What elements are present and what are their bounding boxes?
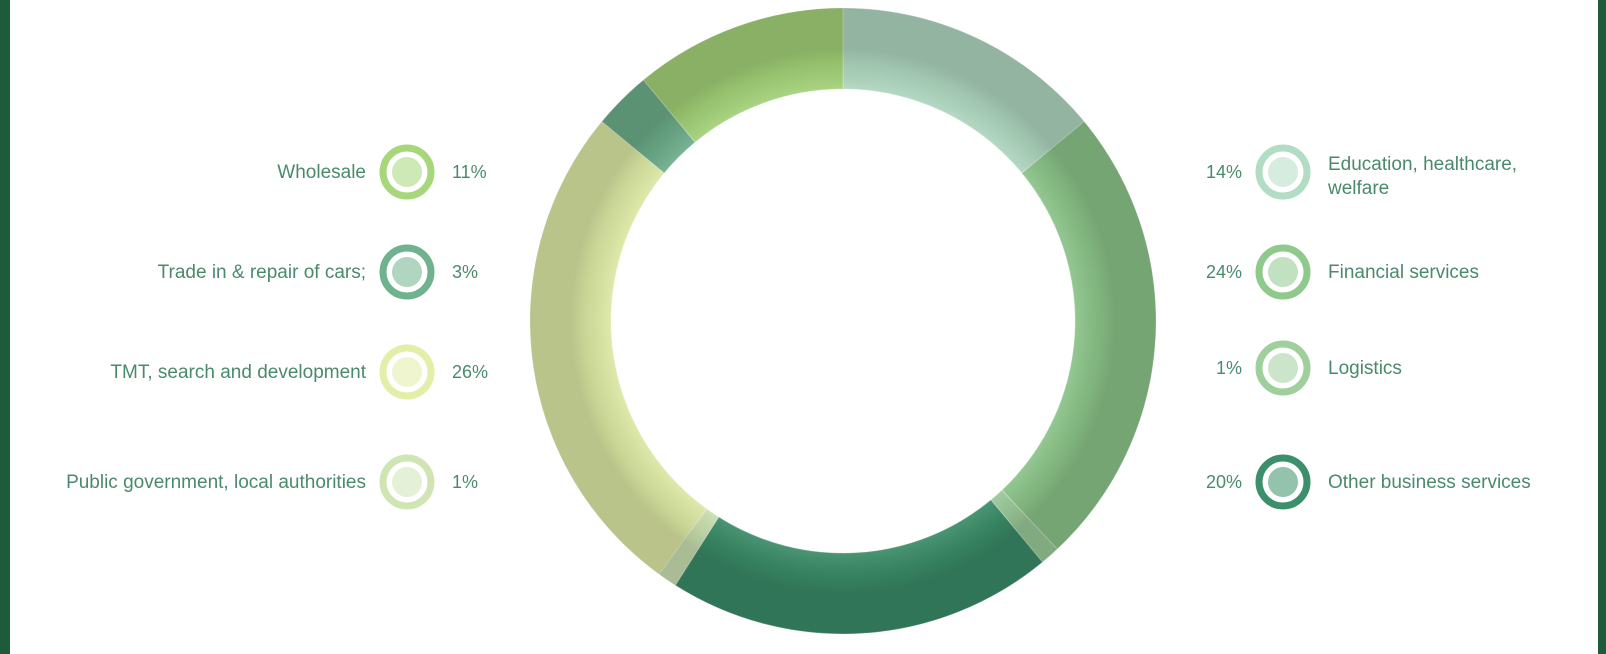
left-frame-bar [0,0,10,654]
donut-slices [529,7,1157,635]
legend-pct-public-government-local-authorities: 1% [452,472,478,492]
legend-label-logistics: Logistics [1328,358,1402,379]
legend-label-trade-in-repair-of-cars: Trade in & repair of cars; [158,262,366,283]
legend-label-education-healthcare-welfare: Education, healthcare, [1328,154,1517,175]
right-frame-bar [1598,0,1606,654]
legend-label-other-business-services: Other business services [1328,472,1531,493]
ring-bevel [530,8,1156,634]
legend-marker-fill-financial-services [1268,257,1298,287]
legend-pct-other-business-services: 20% [1206,472,1242,492]
legend-marker-fill-logistics [1268,353,1298,383]
legend-marker-fill-tmt-search-and-development [392,357,422,387]
legend-marker-fill-trade-in-repair-of-cars [392,257,422,287]
legend-label-tmt-search-and-development: TMT, search and development [110,362,366,383]
legend-label-financial-services: Financial services [1328,262,1479,283]
legend-pct-tmt-search-and-development: 26% [452,362,488,382]
legend-label-public-government-local-authorities: Public government, local authorities [66,472,366,493]
legend-pct-logistics: 1% [1216,358,1242,378]
legend-label-wholesale: Wholesale [277,162,366,183]
legend-marker-fill-education-healthcare-welfare [1268,157,1298,187]
legend-label-education-healthcare-welfare-line2: welfare [1327,178,1389,199]
legend-pct-wholesale: 11% [452,162,487,182]
legend-pct-financial-services: 24% [1206,262,1242,282]
legend: Wholesale 11% Trade in & repair of cars; 3%… [66,144,1531,510]
legend-marker-fill-other-business-services [1268,467,1298,497]
legend-pct-education-healthcare-welfare: 14% [1206,162,1242,182]
legend-marker-fill-wholesale [392,157,422,187]
legend-pct-trade-in-repair-of-cars: 3% [452,262,478,282]
legend-marker-fill-public-government-local-authorities [392,467,422,497]
